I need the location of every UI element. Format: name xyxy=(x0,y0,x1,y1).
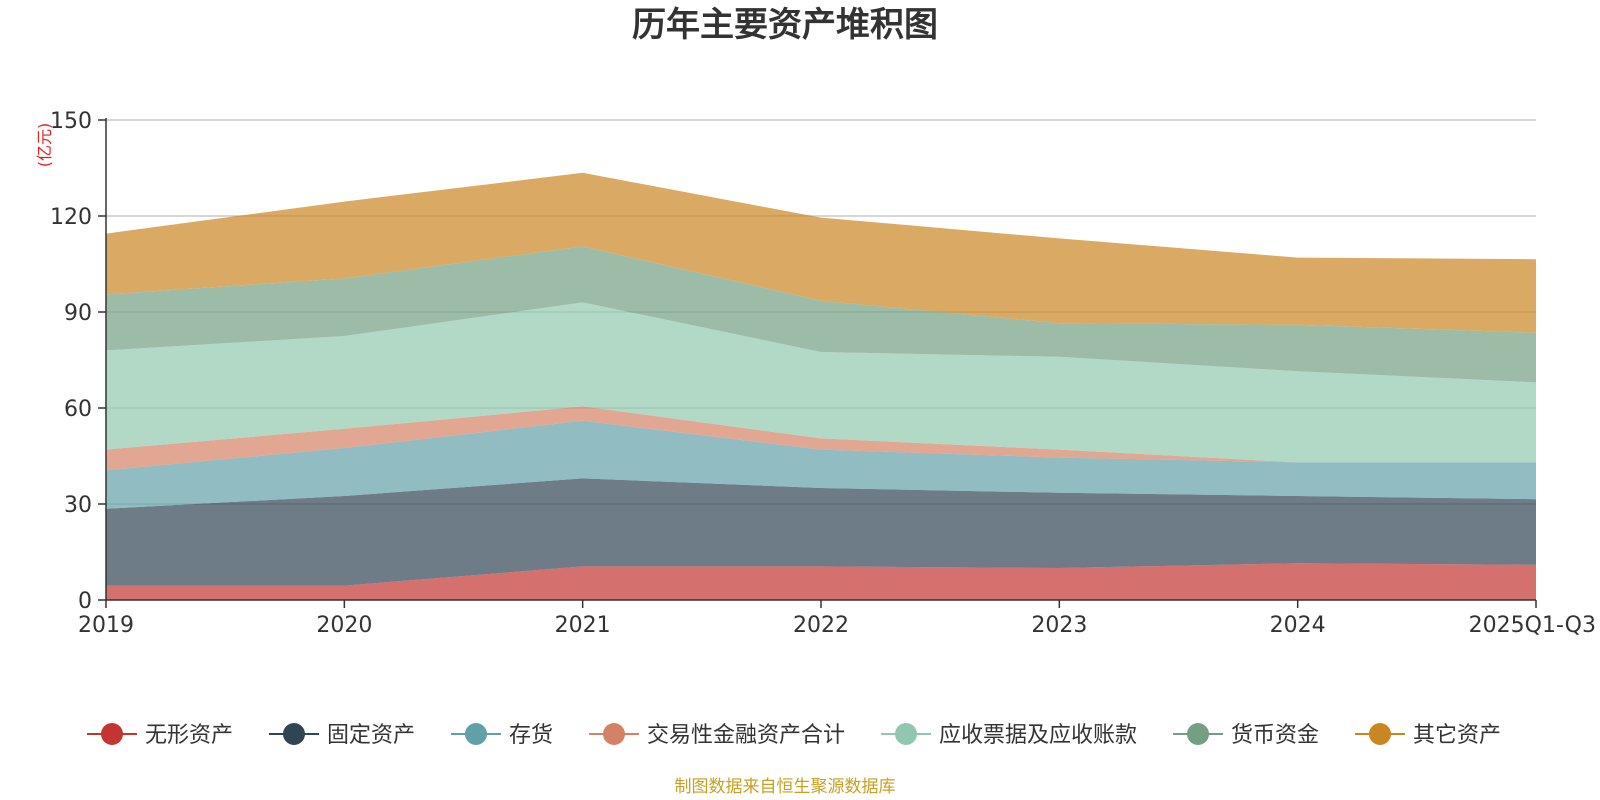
area-series-7 xyxy=(106,172,1536,333)
legend-item-1[interactable]: 无形资产 xyxy=(87,723,233,748)
y-tick-label: 60 xyxy=(64,397,92,422)
x-tick-label: 2024 xyxy=(1270,613,1326,638)
y-tick-label: 0 xyxy=(78,589,92,614)
area-series-5 xyxy=(106,302,1536,463)
legend-item-2[interactable]: 固定资产 xyxy=(269,723,415,748)
source-note: 制图数据来自恒生聚源数据库 xyxy=(675,777,896,797)
x-tick-label: 2023 xyxy=(1031,613,1087,638)
legend-item-5[interactable]: 应收票据及应收账款 xyxy=(881,723,1137,748)
area-series-3 xyxy=(106,420,1536,509)
x-tick-label: 2021 xyxy=(555,613,611,638)
legend-label: 交易性金融资产合计 xyxy=(647,723,845,748)
legend-marker-icon xyxy=(1187,723,1209,745)
legend-label: 无形资产 xyxy=(145,723,233,748)
y-tick-label: 120 xyxy=(50,205,92,230)
legend-label: 其它资产 xyxy=(1413,723,1501,748)
axes: 0 30 60 90 120 150 2019 2020 2021 2022 2023 2024 202… xyxy=(50,109,1596,638)
y-tick-label: 150 xyxy=(50,109,92,134)
x-tick-label: 2020 xyxy=(316,613,372,638)
legend-label: 应收票据及应收账款 xyxy=(939,723,1137,748)
y-axis-unit: (亿元) xyxy=(35,123,54,168)
legend-label: 存货 xyxy=(509,723,553,748)
area-series-6 xyxy=(106,246,1536,383)
legend-label: 货币资金 xyxy=(1231,723,1319,748)
legend-label: 固定资产 xyxy=(327,723,415,748)
chart-title: 历年主要资产堆积图 xyxy=(632,5,938,45)
x-tick-label: 2025Q1-Q3 xyxy=(1469,613,1596,638)
legend-marker-icon xyxy=(1369,723,1391,745)
legend-marker-icon xyxy=(895,723,917,745)
area-series-2 xyxy=(106,478,1536,586)
legend: 无形资产 固定资产 存货 交易性金融资产合计 应收票据及应收账款 货币资金 其它资产 xyxy=(87,723,1501,748)
legend-marker-icon xyxy=(603,723,625,745)
area-series-group xyxy=(106,172,1536,600)
x-tick-label: 2019 xyxy=(78,613,134,638)
area-series-1 xyxy=(106,563,1536,600)
legend-item-3[interactable]: 存货 xyxy=(451,723,553,748)
legend-marker-icon xyxy=(101,723,123,745)
x-tick-label: 2022 xyxy=(793,613,849,638)
y-tick-label: 30 xyxy=(64,493,92,518)
legend-marker-icon xyxy=(465,723,487,745)
legend-marker-icon xyxy=(283,723,305,745)
legend-item-4[interactable]: 交易性金融资产合计 xyxy=(589,723,845,748)
legend-item-6[interactable]: 货币资金 xyxy=(1173,723,1319,748)
y-tick-label: 90 xyxy=(64,301,92,326)
legend-item-7[interactable]: 其它资产 xyxy=(1355,723,1501,748)
